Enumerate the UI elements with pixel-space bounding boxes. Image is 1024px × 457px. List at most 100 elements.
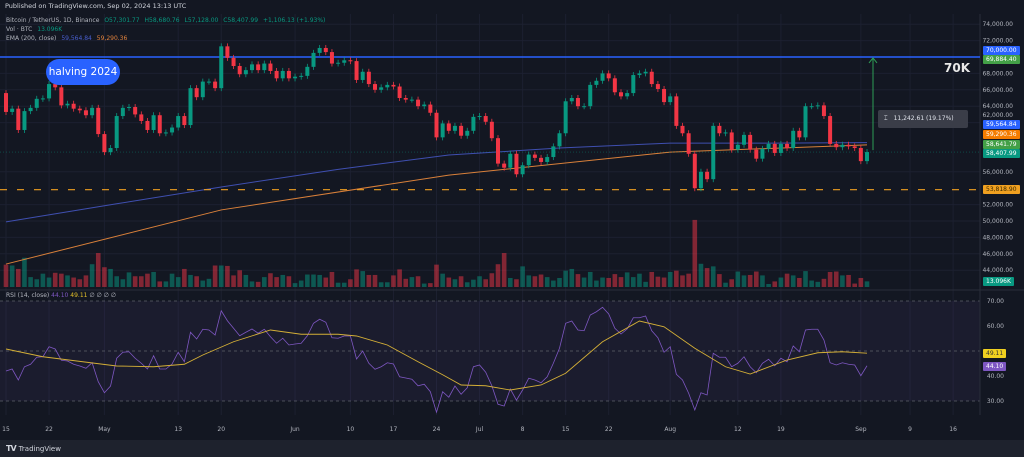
candle-body [342, 60, 347, 63]
price-chart[interactable]: 74,000.00 72,000.00 68,000.00 66,000.00 64,0… [0, 14, 1024, 440]
price-tick-label: 62,000.00 [982, 112, 1013, 119]
candle-body [139, 114, 144, 121]
candle-body [286, 70, 291, 79]
candle-body [539, 157, 544, 162]
price-tick-label: 48,000.00 [982, 234, 1013, 241]
volume-bar [766, 283, 771, 287]
volume-bar [71, 277, 76, 287]
candle-body [563, 101, 568, 134]
candle-body [317, 47, 322, 53]
volume-bar [22, 257, 27, 287]
volume-bar [428, 283, 433, 287]
volume-bar [858, 277, 864, 287]
candle-body [594, 80, 599, 85]
badge-70k: 70,000.00 [983, 46, 1020, 55]
volume-bar [815, 281, 821, 287]
volume-value: 13.096K [37, 26, 63, 33]
ema-line-1 [5, 142, 868, 223]
ohlc-close: C58,407.99 [223, 17, 259, 24]
time-tick-label: Sep [855, 426, 867, 433]
price-axis: 74,000.00 72,000.00 68,000.00 66,000.00 64,0… [982, 21, 1013, 405]
volume-bar [692, 219, 698, 287]
rsi-value: 44.10 [51, 292, 69, 299]
candle-body [22, 111, 27, 130]
price-tick-label: 72,000.00 [982, 38, 1013, 45]
candle-body [748, 134, 753, 150]
candle-body [674, 96, 679, 126]
volume-bar [698, 263, 704, 287]
measure-label[interactable]: ⌶ 11,242.61 (19.17%) [878, 110, 968, 128]
candle-body [452, 125, 457, 131]
candle-body [846, 144, 851, 147]
time-tick-label: 15 [562, 426, 570, 433]
candle-body [440, 123, 445, 138]
candle-body [157, 115, 162, 134]
candle-body [840, 144, 845, 148]
volume-bar [495, 264, 501, 287]
candle-body [459, 125, 464, 136]
time-axis: 15 22 May 13 20 Jun 10 17 24 Jul 8 15 22 Aug 12 19 Sep 9 1… [2, 426, 957, 433]
volume-bar [175, 277, 181, 287]
price-tick-label: 50,000.00 [982, 218, 1013, 225]
price-tick-label: 52,000.00 [982, 202, 1013, 209]
volume-bar [434, 264, 439, 287]
volume-bar [409, 277, 415, 287]
time-tick-label: 10 [347, 426, 355, 433]
volume-bar [514, 279, 519, 287]
volume-bar [784, 273, 790, 287]
candle-body [336, 62, 341, 64]
candle-body [108, 148, 113, 153]
candle-body [815, 105, 820, 107]
volume-bar [661, 277, 667, 287]
candle-body [96, 107, 101, 135]
candle-body [711, 125, 716, 180]
candle-body [268, 63, 273, 71]
candle-body [569, 98, 574, 102]
volume-bar [452, 279, 458, 287]
volume-bar [255, 281, 261, 287]
ema-value-1: 59,564.84 [61, 35, 92, 42]
time-tick-label: Aug [664, 426, 676, 433]
volume-bar [83, 275, 89, 287]
volume-bar [477, 276, 482, 287]
volume-bar [464, 282, 470, 287]
candle-body [237, 66, 242, 75]
level-70k-label[interactable]: 70K [944, 61, 970, 75]
volume-bar [182, 268, 187, 287]
candle-body [619, 92, 623, 97]
volume-bar [538, 274, 544, 287]
volume-bar [809, 280, 814, 287]
halving-annotation[interactable]: halving 2024 [46, 59, 120, 85]
rsi-legend: RSI (14, close) 44.10 49.11 ∅ ∅ ∅ ∅ [6, 292, 116, 299]
candle-body [329, 52, 334, 64]
candle-body [262, 63, 267, 71]
ema-line-2 [5, 144, 868, 265]
candle-body [508, 153, 513, 168]
candle-body [772, 143, 777, 153]
candle-body [348, 60, 353, 62]
price-tick-label: 66,000.00 [982, 87, 1013, 94]
tradingview-logo[interactable]: 𝗧𝗩 TradingView [6, 444, 61, 453]
candle-body [274, 70, 279, 79]
volume-bar [274, 277, 279, 287]
volume-bar [772, 281, 778, 287]
candle-body [59, 87, 64, 106]
rsi-lines [5, 306, 868, 414]
volume-bar [280, 274, 286, 287]
candle-body [526, 154, 531, 166]
volume-bar [667, 271, 673, 287]
volume-bar [126, 272, 132, 287]
volume-bar [594, 280, 599, 287]
volume-bar [600, 277, 605, 287]
volume-bar [298, 280, 304, 287]
candle-body [194, 88, 199, 98]
candle-body [379, 87, 384, 90]
candle-body [366, 71, 371, 85]
volume-bar [132, 276, 138, 287]
volume-bar [846, 274, 851, 287]
volume-bar [9, 265, 15, 287]
horizontal-levels [0, 56, 980, 191]
badge-ema-2: 59,290.36 [983, 130, 1020, 139]
volume-bars [3, 219, 870, 287]
candle-body [170, 127, 175, 133]
